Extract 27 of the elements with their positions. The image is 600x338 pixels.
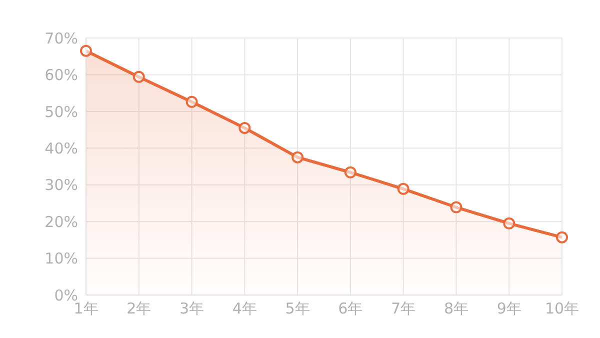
point <box>344 166 356 178</box>
point <box>186 96 198 108</box>
y-tick-label: 50% <box>44 102 78 121</box>
x-tick-label: 5年 <box>285 300 310 318</box>
y-tick-label: 30% <box>44 176 78 194</box>
x-tick-label: 7年 <box>391 300 416 318</box>
x-tick-label: 1年 <box>74 300 98 318</box>
x-tick-label: 10年 <box>544 300 580 318</box>
point <box>397 182 410 195</box>
x-tick-label: 4年 <box>232 300 257 318</box>
y-tick-label: 10% <box>44 250 78 268</box>
point <box>132 70 145 83</box>
y-tick-label: 60% <box>44 66 78 84</box>
point <box>80 44 92 57</box>
y-tick-label: 70% <box>44 29 78 48</box>
point <box>292 151 304 164</box>
x-tick-label: 8年 <box>444 300 468 318</box>
x-tick-label: 9年 <box>496 300 522 318</box>
point <box>556 231 568 244</box>
x-tick-label: 6年 <box>338 300 363 318</box>
y-tick-label: 20% <box>44 212 78 231</box>
point <box>503 217 516 230</box>
x-tick-label: 3年 <box>180 300 204 318</box>
point <box>238 122 251 134</box>
point <box>450 201 462 214</box>
y-tick-label: 40% <box>44 139 78 158</box>
x-tick-label: 2年 <box>126 300 152 318</box>
